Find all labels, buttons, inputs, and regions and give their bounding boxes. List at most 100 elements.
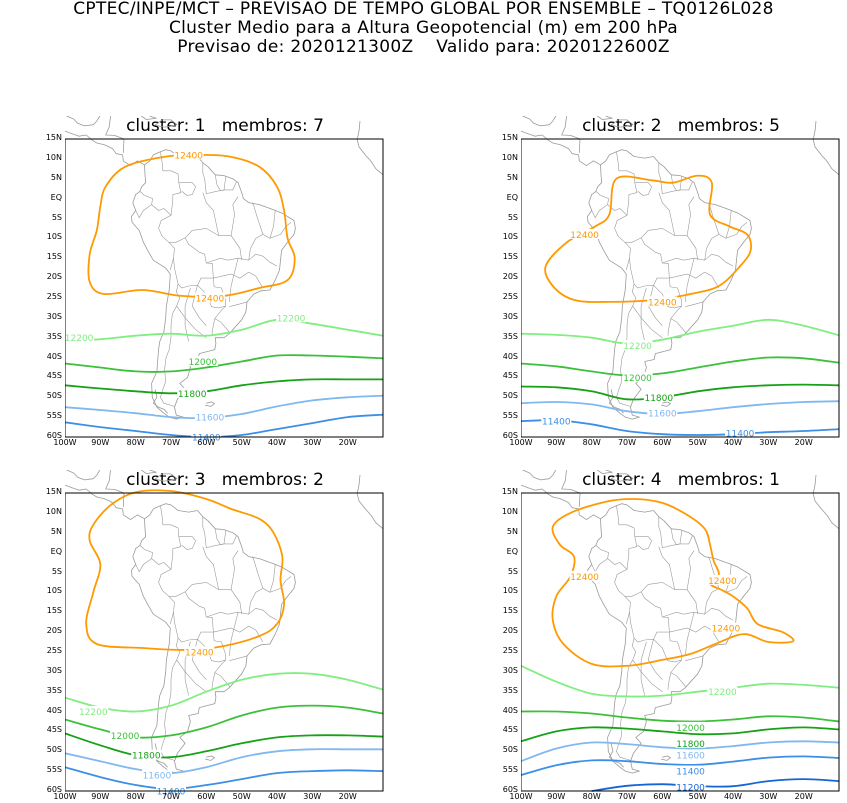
country-border (670, 305, 686, 333)
lat-tick-label: 5S (51, 566, 62, 576)
lat-tick-label: 45S (46, 725, 62, 735)
lat-tick-label: 15S (502, 252, 518, 262)
contour-line-11200 (591, 778, 840, 792)
country-border (202, 546, 219, 590)
contour-label-bg (187, 356, 218, 366)
coastline-central-america (65, 130, 145, 166)
contour-label: 12000 (111, 732, 140, 742)
contour-line-11400 (521, 755, 840, 776)
contour-label: 12000 (623, 374, 652, 384)
lon-tick-label: 90W (91, 438, 110, 447)
contour-label-bg (110, 729, 141, 740)
lon-tick-label: 100W (509, 438, 533, 447)
map-canvas: 12400 12200 12000 11800 11600 11400 (65, 470, 384, 798)
contour-line-11800 (521, 383, 840, 401)
contour-label: 12400 (570, 573, 599, 583)
country-border (230, 550, 239, 590)
lon-tick-label: 70W (161, 438, 181, 447)
country-border (640, 641, 647, 696)
coastline-africa (812, 121, 840, 176)
country-border (211, 672, 216, 690)
country-border (213, 271, 264, 289)
lon-tick-label: 40W (723, 792, 743, 801)
lon-tick-label: 50W (232, 438, 251, 447)
lon-tick-label: 30W (303, 792, 322, 801)
country-border (686, 550, 695, 590)
contour-label: 12400 (648, 298, 677, 308)
country-border (168, 591, 214, 633)
lat-tick-label: 40S (46, 351, 62, 361)
coastline-cuba (596, 116, 613, 120)
contour-label: 12400 (708, 577, 737, 587)
country-border (214, 659, 230, 687)
lat-tick-label: 15N (45, 487, 62, 496)
lat-tick-label: 25S (502, 291, 518, 301)
country-border (658, 546, 675, 590)
lon-tick-label: 40W (267, 792, 287, 801)
country-border (160, 505, 182, 570)
lat-tick-label: EQ (50, 546, 62, 556)
lat-tick-label: 55S (502, 765, 518, 775)
lat-tick-label: 30S (46, 311, 62, 321)
lat-tick-label: 20S (46, 626, 62, 636)
lat-tick-label: 40S (502, 705, 518, 715)
country-border (704, 253, 734, 267)
contour-label: 12400 (712, 625, 741, 635)
map-frame (65, 138, 384, 438)
country-border (704, 607, 734, 621)
contour-label-bg (675, 737, 706, 748)
lon-tick-label: 50W (688, 438, 707, 447)
lat-tick-label: 5N (50, 172, 62, 182)
country-border (248, 253, 278, 267)
coastline-africa (812, 475, 840, 530)
map-canvas: 12400 12400 12200 12000 11800 11600 11400 11400 (521, 116, 840, 440)
contour-line-12400 (85, 489, 286, 651)
lon-tick-label: 50W (232, 792, 251, 801)
lat-tick-label: 35S (46, 331, 62, 341)
lat-tick-label: 55S (502, 411, 518, 421)
country-border (629, 612, 670, 643)
contour-label: 12200 (65, 334, 94, 344)
contour-label-bg (131, 749, 162, 760)
contour-label: 11200 (676, 784, 705, 794)
contour-label-bg (675, 721, 706, 732)
country-border (230, 196, 239, 236)
contour-label: 11800 (644, 394, 673, 404)
country-border (178, 182, 197, 196)
country-border (135, 191, 153, 219)
contour-label: 12000 (676, 724, 705, 734)
contour-label-bg (675, 749, 706, 760)
country-border (202, 516, 237, 549)
lat-tick-label: 10N (45, 152, 62, 162)
contour-label-bg (569, 570, 600, 581)
land-layer (521, 116, 840, 420)
country-border (662, 234, 737, 264)
lat-tick-label: 15N (45, 133, 62, 142)
contour-line-11400 (521, 419, 840, 436)
lat-tick-label: 5N (50, 526, 62, 536)
country-border (151, 204, 175, 271)
country-border (736, 222, 748, 235)
lon-tick-label: 100W (53, 792, 77, 801)
country-border (229, 655, 248, 661)
lon-tick-label: 20W (338, 438, 357, 447)
contour-label-bg (707, 574, 738, 585)
country-border (184, 228, 242, 261)
lat-tick-label: 15S (502, 606, 518, 616)
contour-line-11800 (65, 732, 384, 759)
country-border (591, 191, 609, 219)
country-border (269, 210, 276, 239)
coastline-mexico (521, 470, 581, 507)
coastline-hispaniola (610, 119, 634, 128)
country-border (229, 612, 239, 656)
coastline-central-america (521, 130, 601, 166)
country-border (632, 305, 663, 338)
country-border (191, 285, 207, 326)
lat-tick-label: EQ (506, 546, 518, 556)
country-border (191, 639, 207, 680)
lat-tick-label: 10S (46, 586, 62, 596)
country-border (206, 588, 281, 618)
contour-label-bg (647, 407, 678, 418)
country-border (252, 556, 264, 589)
country-border (624, 591, 670, 633)
